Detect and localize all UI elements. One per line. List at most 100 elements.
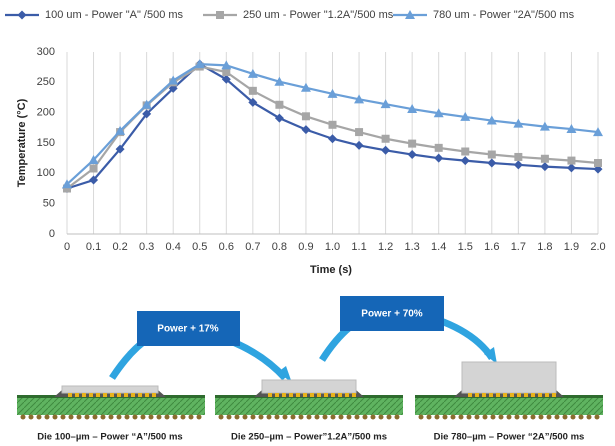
bump	[331, 393, 335, 397]
ball	[467, 415, 472, 420]
marker	[514, 153, 522, 161]
ball	[181, 415, 186, 420]
substrate	[415, 397, 603, 415]
bump	[289, 393, 293, 397]
x-tick-label: 0.7	[245, 241, 260, 253]
ball	[227, 415, 232, 420]
marker	[488, 151, 496, 159]
ball	[371, 415, 376, 420]
marker	[382, 135, 390, 143]
y-tick-label: 0	[49, 228, 55, 240]
ball	[427, 415, 432, 420]
ball	[331, 415, 336, 420]
ball	[395, 415, 400, 420]
marker	[540, 162, 549, 171]
caption: Die 780–µm – Power “2A”/500 ms	[434, 432, 585, 443]
bump	[482, 393, 486, 397]
marker	[408, 150, 417, 159]
ball	[61, 415, 66, 420]
marker	[487, 159, 496, 168]
y-tick-label: 150	[37, 137, 55, 149]
bump	[489, 393, 493, 397]
legend-label: 100 um - Power "A" /500 ms	[45, 9, 184, 21]
ball	[323, 415, 328, 420]
die	[262, 380, 356, 393]
bump	[324, 393, 328, 397]
marker	[408, 140, 416, 148]
ball	[483, 415, 488, 420]
ball	[531, 415, 536, 420]
die	[462, 362, 556, 393]
marker	[541, 155, 549, 163]
bump	[268, 393, 272, 397]
caption: Die 100–µm – Power “A”/500 ms	[37, 432, 182, 443]
callout-text: Power + 17%	[157, 324, 219, 335]
bump	[503, 393, 507, 397]
bump	[103, 393, 107, 397]
ball	[579, 415, 584, 420]
die	[62, 386, 158, 393]
legend-label: 780 um - Power "2A"/500 ms	[433, 9, 575, 21]
ball	[69, 415, 74, 420]
marker	[275, 101, 283, 109]
ball	[587, 415, 592, 420]
bump	[468, 393, 472, 397]
x-tick-label: 1.6	[484, 241, 499, 253]
marker	[461, 156, 470, 165]
bump	[552, 393, 556, 397]
ball	[85, 415, 90, 420]
x-tick-label: 0	[64, 241, 70, 253]
package-diagram: Power + 17% Power + 70% Die 100–µm – Pow…	[17, 296, 603, 443]
bump	[345, 393, 349, 397]
marker	[216, 11, 224, 19]
marker	[461, 147, 469, 155]
bump	[145, 393, 149, 397]
ball	[523, 415, 528, 420]
x-tick-label: 1.1	[351, 241, 366, 253]
ball	[499, 415, 504, 420]
x-tick-label: 2.0	[590, 241, 605, 253]
ball	[189, 415, 194, 420]
ball	[443, 415, 448, 420]
x-tick-label: 1.7	[511, 241, 526, 253]
ball	[53, 415, 58, 420]
ball	[595, 415, 600, 420]
bump	[352, 393, 356, 397]
marker	[249, 87, 257, 95]
ball	[563, 415, 568, 420]
ball	[117, 415, 122, 420]
y-axis-title: Temperature (°C)	[16, 98, 28, 187]
ball	[435, 415, 440, 420]
ball	[339, 415, 344, 420]
ball	[219, 415, 224, 420]
page: Time (s) Temperature (°C) Power + 17% Po…	[0, 0, 615, 446]
ball	[571, 415, 576, 420]
bump	[110, 393, 114, 397]
bump	[524, 393, 528, 397]
bump	[303, 393, 307, 397]
marker	[514, 160, 523, 169]
x-tick-label: 0.1	[86, 241, 101, 253]
ball	[539, 415, 544, 420]
marker	[301, 125, 310, 134]
bump	[338, 393, 342, 397]
y-tick-label: 100	[37, 167, 55, 179]
ball	[475, 415, 480, 420]
bump	[282, 393, 286, 397]
bump	[96, 393, 100, 397]
ball	[133, 415, 138, 420]
x-tick-label: 1.8	[537, 241, 552, 253]
bump	[496, 393, 500, 397]
ball	[149, 415, 154, 420]
marker	[355, 128, 363, 136]
ball	[547, 415, 552, 420]
ball	[315, 415, 320, 420]
x-tick-label: 0.9	[298, 241, 313, 253]
ball	[37, 415, 42, 420]
marker	[567, 157, 575, 165]
bump	[89, 393, 93, 397]
ball	[275, 415, 280, 420]
ball	[379, 415, 384, 420]
bump	[531, 393, 535, 397]
bump	[138, 393, 142, 397]
